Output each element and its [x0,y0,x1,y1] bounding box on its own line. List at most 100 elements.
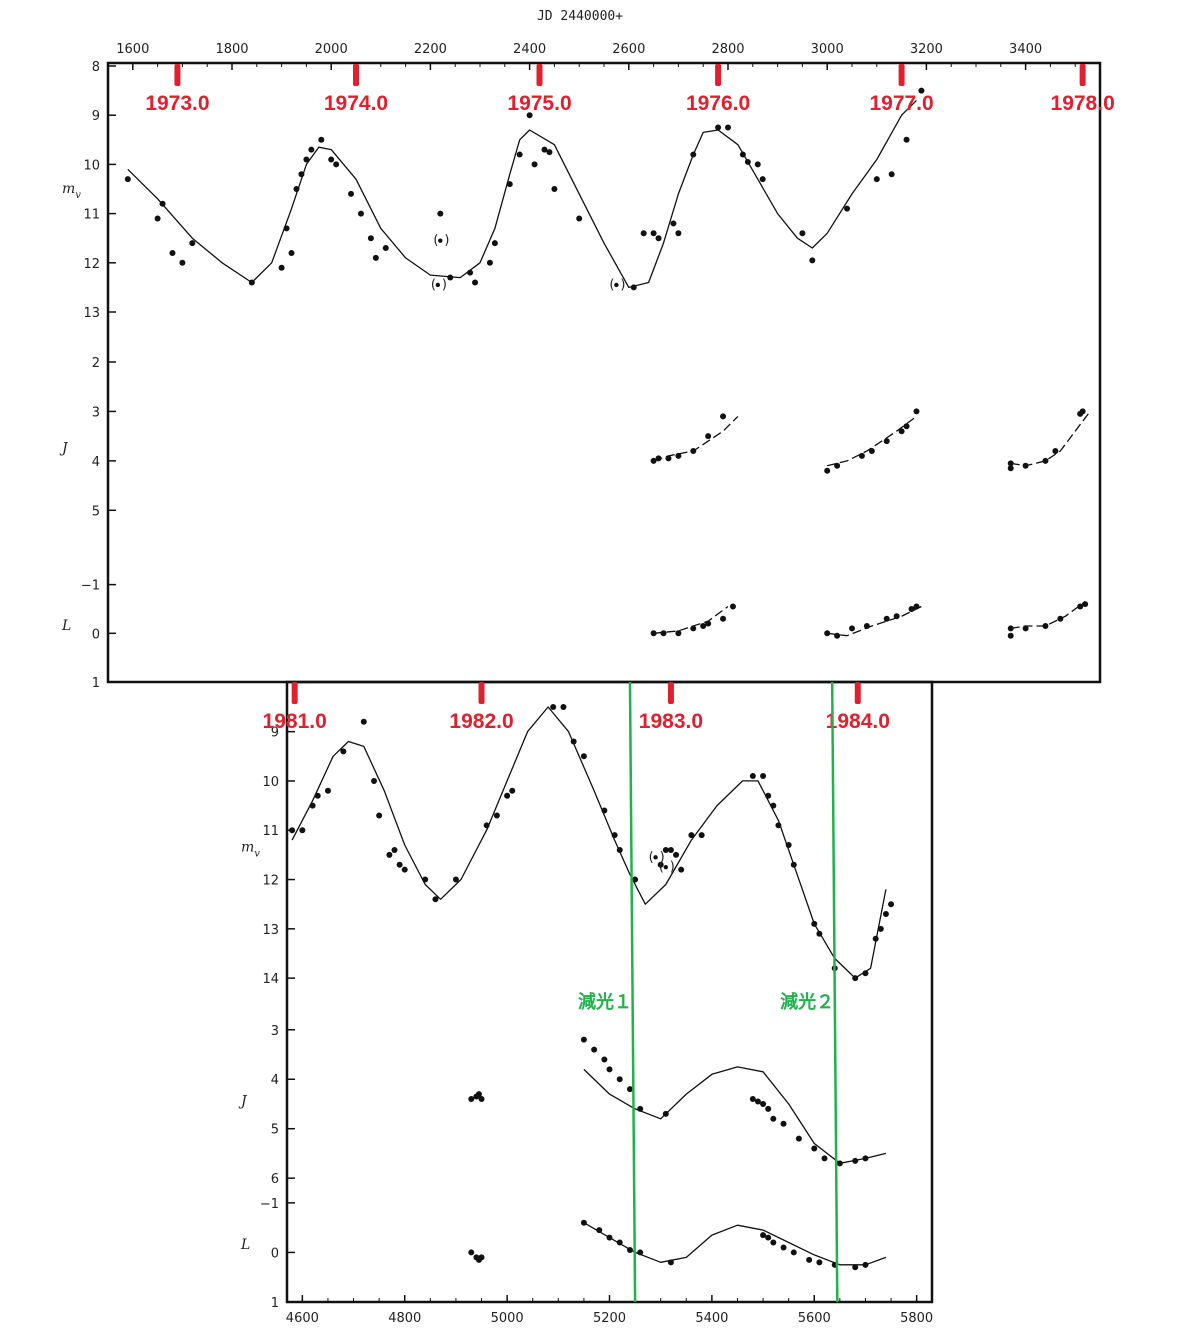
data-point [382,245,389,252]
y-axis-label: L [61,618,71,634]
data-point [486,259,493,266]
y-tick-label: 10 [83,158,100,173]
data-point [1022,625,1029,632]
year-tick [478,682,485,704]
data-point [298,171,305,178]
data-point [637,1249,644,1256]
x-tick-label: 5800 [900,1311,933,1326]
data-point [759,176,766,183]
light-curve-line [127,99,917,289]
dimming-line: 減光１ [578,681,637,1303]
year-marker: 1975.0 [507,64,572,115]
bracketed-data-point: () [609,277,625,292]
data-point [541,146,548,153]
data-point [616,1239,623,1246]
bracketed-data-point: () [431,277,447,292]
data-point [836,1160,843,1167]
year-tick [174,64,181,86]
data-point [447,274,454,281]
data-point [650,457,657,464]
data-point [179,259,186,266]
data-point [849,625,855,632]
data-point [765,792,772,799]
y-tick-label: 9 [92,109,100,124]
data-point [834,632,841,639]
data-point [1007,625,1014,632]
data-point [591,1046,598,1053]
data-point [754,161,761,168]
y-axis-label: L [240,1237,250,1253]
data-point [435,282,441,288]
data-point [883,615,890,622]
bracket-right: ) [444,233,449,248]
data-point [670,220,677,227]
data-point [877,925,884,932]
data-point [770,1115,777,1122]
chart-title: JD 2440000+ [537,9,623,24]
bracket-right: ) [620,277,625,292]
data-point [863,623,870,629]
data-point [472,279,479,286]
dimming-label: 減光１ [578,991,632,1013]
data-point [314,792,321,799]
y-axis-label: mv [241,840,260,860]
data-point [1007,465,1014,472]
panel-l: −1 0 1 L [61,579,1089,691]
x-tick-label: 1800 [215,42,248,57]
data-point [632,876,639,883]
data-point [811,1145,818,1152]
dimming-marker-line [628,681,637,1303]
year-marker: 1981.0 [263,682,327,733]
year-label: 1983.0 [639,710,703,733]
bracket-right: ) [670,860,675,875]
data-point [309,802,316,809]
data-point [852,1264,859,1271]
data-point [386,851,393,858]
y-axis-label: J [238,1094,248,1110]
data-point [834,462,841,469]
year-label: 1976.0 [686,92,750,115]
data-point [606,1066,613,1073]
data-point [657,861,664,868]
y-axis-label: J [59,441,69,457]
data-point [655,455,662,462]
bracket-right: ) [660,850,665,865]
y-tick-label: −1 [81,579,100,594]
light-curve-segment [1010,411,1091,467]
dimming-marker-line [830,681,839,1303]
y-tick-label: 0 [271,1246,279,1261]
data-point [391,846,398,853]
year-tick [1079,64,1086,86]
data-point [526,112,533,119]
y-tick-label: −1 [260,1197,279,1212]
x-tick-label: 2600 [612,42,645,57]
data-point [504,792,511,799]
data-point [690,151,697,158]
data-point [667,846,674,853]
data-point [468,1249,475,1256]
year-marker: 1978.0 [1051,64,1115,115]
data-point [154,215,161,222]
data-point [546,149,553,156]
data-point [438,238,443,243]
data-point [580,1219,587,1226]
y-tick-label: 5 [271,1123,279,1138]
data-point [913,408,920,415]
bracket-left: ( [431,277,436,292]
data-point [640,230,647,237]
data-point [799,230,806,237]
data-point [360,718,367,725]
data-point [765,1234,772,1241]
data-point [663,865,669,870]
data-point [493,812,500,819]
data-point [1057,615,1064,622]
year-label: 1974.0 [324,92,388,115]
light-curve-line [583,1066,887,1164]
y-tick-label: 3 [271,1024,279,1039]
data-point [333,161,340,168]
year-marker: 1974.0 [324,64,388,115]
data-point [785,842,792,849]
data-point [1077,603,1084,610]
